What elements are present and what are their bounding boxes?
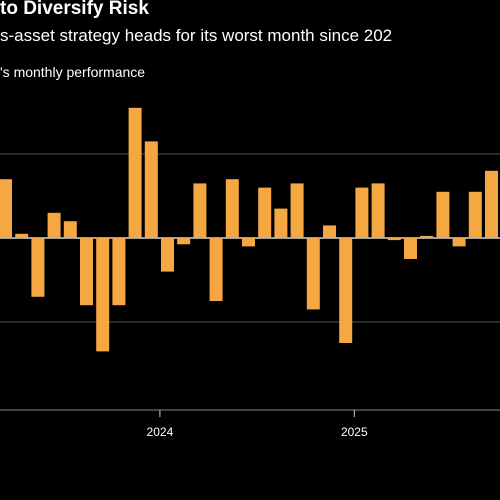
bar <box>452 238 466 247</box>
bar <box>209 238 223 301</box>
bar <box>63 221 77 238</box>
bar <box>193 183 207 238</box>
bar <box>387 238 401 241</box>
bar <box>161 238 174 272</box>
bar <box>112 238 126 306</box>
bar <box>80 238 93 306</box>
bar <box>339 238 353 343</box>
bar <box>306 238 320 310</box>
bar <box>420 235 434 238</box>
bar <box>144 141 158 238</box>
chart-subtitle: s-asset strategy heads for its worst mon… <box>0 26 393 45</box>
bar <box>404 238 417 259</box>
bar <box>290 183 304 238</box>
x-tick-label: 2025 <box>341 425 368 439</box>
bar <box>436 191 450 238</box>
bar <box>258 187 272 238</box>
chart-caption: 's monthly performance <box>0 64 146 80</box>
bar <box>323 225 336 238</box>
bar <box>31 238 45 297</box>
bar <box>355 187 369 238</box>
bar <box>15 233 29 238</box>
bar <box>485 170 498 238</box>
bar <box>468 191 482 238</box>
bar <box>128 107 142 238</box>
x-tick-label: 2024 <box>147 425 174 439</box>
bar <box>96 238 110 352</box>
bar <box>0 179 12 238</box>
bar <box>242 238 255 247</box>
bar <box>371 183 385 238</box>
chart-title: to Diversify Risk <box>0 0 149 19</box>
bar <box>274 208 288 238</box>
bar <box>225 179 239 238</box>
bars <box>0 107 498 352</box>
x-axis: 2024 2025 <box>0 409 500 439</box>
bar <box>177 238 191 245</box>
bar <box>47 212 61 238</box>
